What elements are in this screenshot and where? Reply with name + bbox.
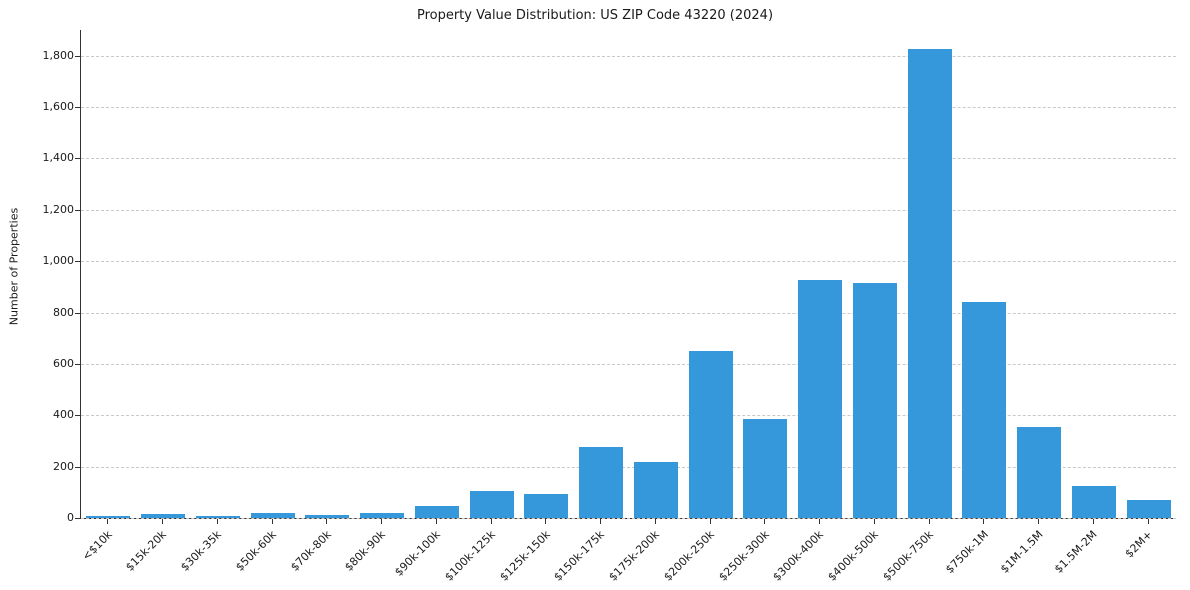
- y-tick-label: 400: [53, 408, 74, 422]
- y-tick-mark: [75, 209, 80, 211]
- bar: [688, 351, 733, 518]
- x-tick-mark: [545, 519, 547, 524]
- x-tick-label: <$10k: [79, 528, 115, 564]
- y-tick-mark: [75, 466, 80, 468]
- y-tick-label: 1,000: [42, 254, 75, 268]
- bar: [86, 515, 131, 518]
- bar: [1126, 500, 1171, 518]
- bar: [743, 419, 788, 518]
- bar: [1071, 485, 1116, 518]
- gridline: [81, 518, 1176, 519]
- y-tick-label: 1,600: [42, 100, 75, 114]
- x-tick-label: $250k-300k: [715, 528, 772, 584]
- x-tick-mark: [764, 519, 766, 524]
- y-tick-label: 800: [53, 305, 74, 319]
- x-tick-mark: [709, 519, 711, 524]
- gridline: [81, 107, 1176, 109]
- x-tick-label: $500k-750k: [880, 528, 936, 584]
- bar: [414, 506, 459, 518]
- bar: [907, 49, 952, 518]
- bar: [633, 461, 678, 518]
- gridline: [81, 415, 1176, 417]
- chart-title: Property Value Distribution: US ZIP Code…: [416, 8, 774, 23]
- gridline: [81, 466, 1176, 468]
- bar: [1017, 426, 1062, 518]
- bar: [524, 493, 569, 518]
- y-tick-mark: [75, 363, 80, 365]
- x-tick-label: $200k-250k: [661, 528, 717, 584]
- x-tick-label: $80k-90k: [342, 528, 389, 574]
- x-tick-label: $50k-60k: [233, 528, 279, 574]
- bar: [195, 515, 240, 518]
- x-tick-mark: [819, 519, 821, 524]
- bar: [579, 447, 624, 518]
- x-tick-mark: [490, 519, 492, 524]
- x-tick-mark: [654, 519, 656, 524]
- bar: [962, 302, 1007, 518]
- x-tick-mark: [381, 519, 383, 524]
- x-tick-label: $175k-200k: [606, 528, 663, 584]
- x-tick-label: $2M+: [1122, 528, 1155, 561]
- bar: [141, 514, 186, 518]
- y-tick-label: 600: [53, 356, 74, 370]
- x-tick-label: $400k-500k: [825, 528, 882, 584]
- x-tick-mark: [1038, 519, 1040, 524]
- gridline: [81, 209, 1176, 211]
- y-tick-mark: [75, 312, 80, 314]
- bar: [360, 512, 405, 518]
- x-tick-mark: [216, 519, 218, 524]
- x-tick-mark: [326, 519, 328, 524]
- y-tick-label: 200: [53, 459, 74, 473]
- bar: [852, 283, 897, 518]
- x-tick-mark: [983, 519, 985, 524]
- x-tick-mark: [600, 519, 602, 524]
- y-tick-label: 1,200: [42, 202, 75, 216]
- y-tick-label: 0: [67, 511, 74, 524]
- plot-area: [80, 30, 1176, 519]
- y-tick-label: 1,400: [42, 151, 75, 165]
- x-tick-mark: [271, 519, 273, 524]
- gridline: [81, 55, 1176, 57]
- x-tick-mark: [435, 519, 437, 524]
- y-tick-mark: [75, 415, 80, 417]
- x-tick-label: $1.5M-2M: [1052, 528, 1101, 576]
- x-tick-label: $750k-1M: [942, 528, 991, 576]
- x-tick-mark: [107, 519, 109, 524]
- x-tick-label: $1M-1.5M: [997, 528, 1046, 576]
- x-tick-label: $300k-400k: [770, 528, 827, 584]
- x-tick-label: $70k-80k: [287, 528, 334, 574]
- x-tick-mark: [162, 519, 164, 524]
- y-tick-mark: [75, 107, 80, 109]
- gridline: [81, 158, 1176, 160]
- x-tick-label: $150k-175k: [551, 528, 608, 584]
- bar: [798, 280, 843, 518]
- bar: [469, 491, 514, 518]
- x-tick-label: $125k-150k: [496, 528, 553, 584]
- x-tick-mark: [928, 519, 930, 524]
- y-tick-mark: [75, 518, 80, 519]
- x-tick-label: $90k-100k: [392, 528, 444, 579]
- bar: [250, 512, 295, 518]
- gridline: [81, 261, 1176, 263]
- y-tick-label: 1,800: [42, 48, 75, 62]
- x-tick-mark: [873, 519, 875, 524]
- x-tick-mark: [1147, 519, 1149, 524]
- y-tick-mark: [75, 158, 80, 160]
- gridline: [81, 312, 1176, 314]
- gridline: [81, 363, 1176, 365]
- x-tick-label: $100k-125k: [442, 528, 498, 584]
- x-tick-label: $30k-35k: [178, 528, 225, 574]
- y-tick-mark: [75, 261, 80, 263]
- bar: [305, 514, 350, 518]
- x-tick-mark: [1092, 519, 1094, 524]
- y-tick-mark: [75, 55, 80, 57]
- x-tick-label: $15k-20k: [123, 528, 170, 574]
